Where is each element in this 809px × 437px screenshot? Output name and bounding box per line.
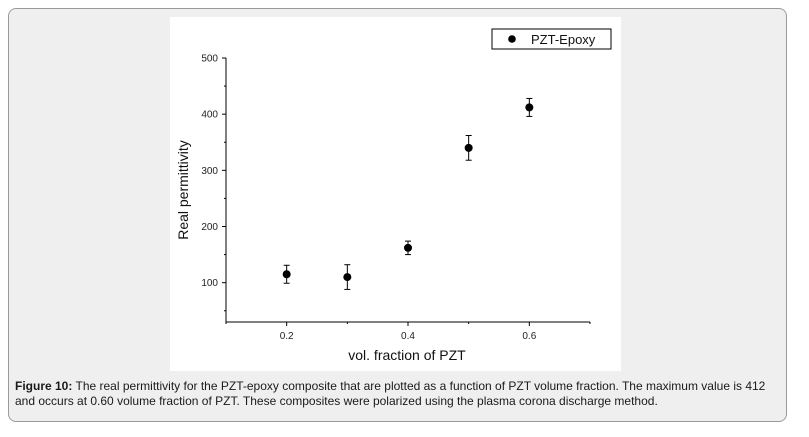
- caption-label: Figure 10:: [15, 379, 73, 393]
- figure-caption: Figure 10: The real permittivity for the…: [15, 379, 775, 409]
- caption-text: The real permittivity for the PZT-epoxy …: [15, 379, 766, 408]
- data-point: [404, 240, 412, 256]
- y-tick-label: 300: [201, 166, 218, 177]
- x-tick-label: 0.6: [522, 331, 536, 342]
- point-marker: [282, 270, 291, 279]
- point-marker: [404, 243, 412, 252]
- x-tick-label: 0.2: [280, 331, 294, 342]
- y-tick-label: 500: [201, 54, 218, 65]
- data-point: [282, 264, 291, 284]
- point-marker: [525, 103, 534, 112]
- legend-box: [491, 28, 612, 50]
- data-point: [464, 135, 473, 161]
- y-tick-label: 200: [201, 222, 218, 233]
- y-axis-label: Real permittivity: [175, 140, 191, 240]
- point-marker: [343, 273, 352, 282]
- data-points: [282, 97, 534, 290]
- point-marker: [464, 143, 473, 152]
- x-axis-label: vol. fraction of PZT: [348, 347, 466, 363]
- chart-legend: PZT-Epoxy: [491, 28, 612, 50]
- x-tick-label: 0.4: [401, 331, 415, 342]
- data-point: [525, 97, 534, 117]
- data-point: [343, 264, 352, 290]
- plot-panel: [170, 17, 621, 371]
- legend-label: PZT-Epoxy: [531, 32, 596, 47]
- y-tick-label: 400: [201, 110, 218, 121]
- chart-axes: 100 200 300 400 500 0.2 0.4 0.6: [201, 54, 591, 342]
- legend-marker: [508, 35, 516, 43]
- y-tick-label: 100: [201, 278, 218, 289]
